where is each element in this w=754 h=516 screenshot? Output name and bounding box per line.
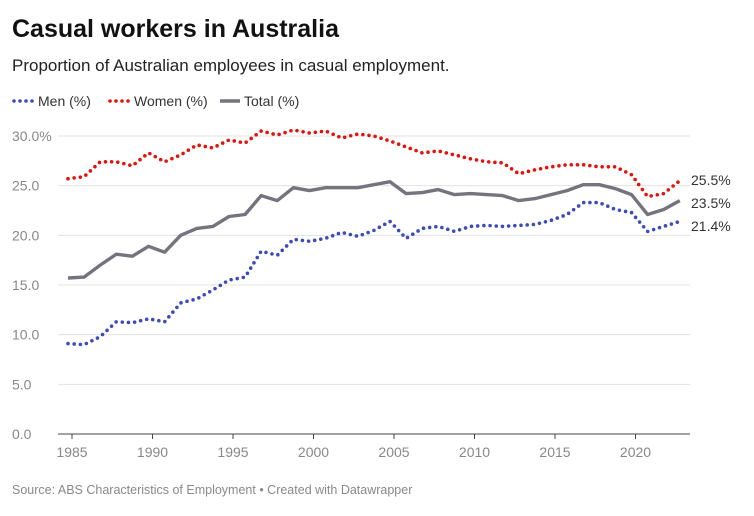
y-tick-label: 0.0 <box>12 426 32 442</box>
y-tick-label: 10.0 <box>12 327 39 343</box>
series-group <box>66 128 682 347</box>
end-label-total: 23.5% <box>691 195 731 211</box>
x-tick-label: 1990 <box>137 444 168 460</box>
x-tick-label: 2000 <box>298 444 329 460</box>
series-line-women <box>66 128 682 199</box>
x-axis: 1985 1990 1995 2000 2005 2010 2015 2020 <box>56 434 651 460</box>
y-tick-label: 15.0 <box>12 277 39 293</box>
y-axis: 0.0 5.0 10.0 15.0 20.0 25.0 30.0% <box>12 128 52 442</box>
end-labels: 23.5% 25.5% 21.4% <box>691 172 731 234</box>
end-label-men: 21.4% <box>691 218 731 234</box>
gridlines <box>58 135 690 435</box>
x-tick-label: 2005 <box>378 444 409 460</box>
x-tick-label: 2010 <box>459 444 490 460</box>
chart-subtitle: Proportion of Australian employees in ca… <box>12 56 450 75</box>
y-tick-label: 30.0% <box>12 128 52 144</box>
y-tick-label: 25.0 <box>12 178 39 194</box>
source-note: Source: ABS Characteristics of Employmen… <box>12 483 412 497</box>
y-tick-label: 20.0 <box>12 227 39 243</box>
legend-label: Total (%) <box>244 93 299 109</box>
end-label-women: 25.5% <box>691 172 731 188</box>
x-tick-label: 2015 <box>539 444 570 460</box>
series-line-total <box>67 180 681 280</box>
x-tick-label: 1995 <box>217 444 248 460</box>
y-tick-label: 5.0 <box>12 376 32 392</box>
legend-label: Women (%) <box>134 93 208 109</box>
x-tick-label: 1985 <box>56 444 87 460</box>
chart-title: Casual workers in Australia <box>12 15 340 43</box>
legend-item-total: Total (%) <box>220 93 299 109</box>
legend: Men (%) Women (%) Total (%) <box>12 93 299 109</box>
legend-label: Men (%) <box>38 93 91 109</box>
series-line-men <box>66 200 682 347</box>
legend-item-women: Women (%) <box>108 93 208 109</box>
x-tick-label: 2020 <box>620 444 651 460</box>
legend-item-men: Men (%) <box>12 93 91 109</box>
